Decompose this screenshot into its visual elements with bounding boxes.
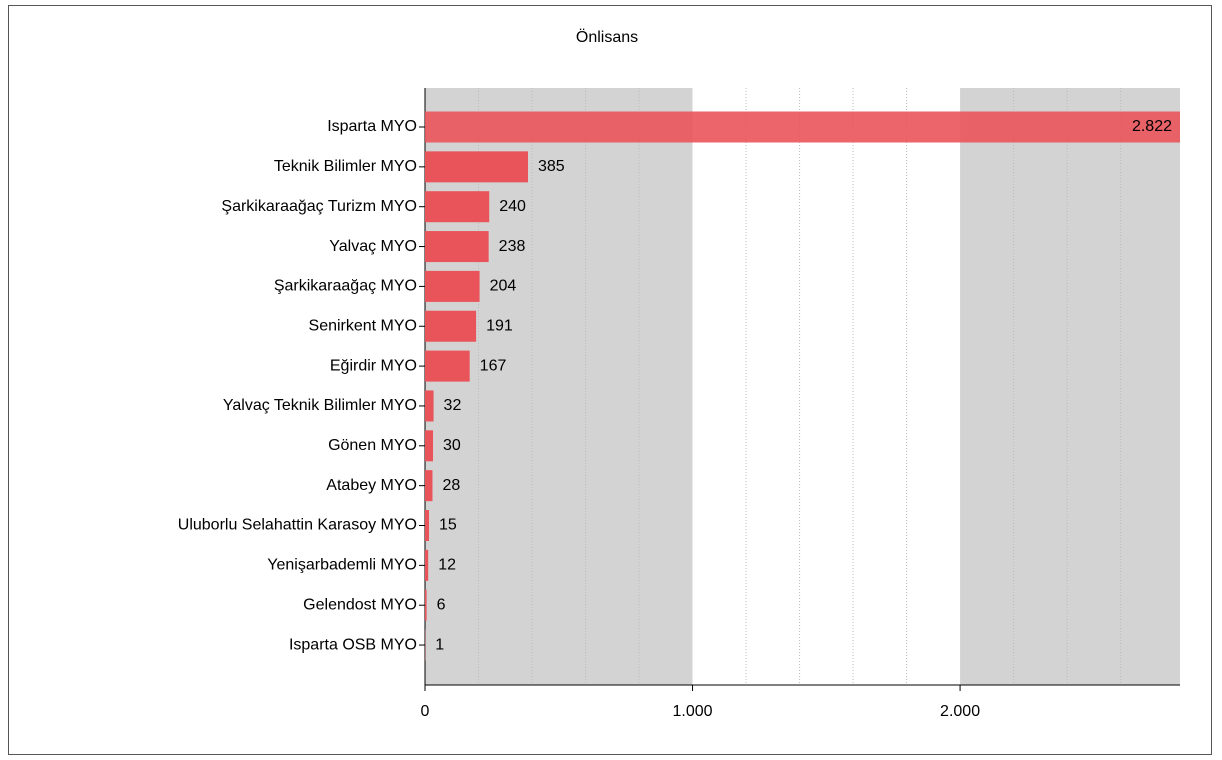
bar xyxy=(425,231,489,263)
band xyxy=(692,88,961,685)
bar xyxy=(425,111,1180,143)
y-tick-label: Isparta MYO xyxy=(327,118,417,135)
value-label: 191 xyxy=(486,317,513,334)
y-tick-label: Yenişarbademli MYO xyxy=(267,557,417,574)
value-label: 2.822 xyxy=(1132,118,1172,135)
value-label: 30 xyxy=(443,437,461,454)
bar xyxy=(425,510,430,541)
value-label: 32 xyxy=(444,397,462,414)
value-label: 1 xyxy=(435,636,444,653)
value-label: 12 xyxy=(438,557,456,574)
value-label: 238 xyxy=(499,238,526,255)
bar xyxy=(425,270,480,302)
y-tick-label: Gönen MYO xyxy=(328,437,417,454)
value-label: 28 xyxy=(442,477,460,494)
value-label: 6 xyxy=(437,596,446,613)
x-tick-label: 0 xyxy=(421,703,430,720)
y-tick-label: Teknik Bilimler MYO xyxy=(274,158,417,175)
y-tick-label: Uluborlu Selahattin Karasoy MYO xyxy=(178,517,417,534)
value-label: 204 xyxy=(490,278,517,295)
x-tick-label: 1.000 xyxy=(673,703,713,720)
bar xyxy=(425,430,434,462)
band xyxy=(960,88,1180,685)
chart-title: Önlisans xyxy=(576,28,638,46)
bar xyxy=(425,589,427,621)
bar xyxy=(425,191,490,223)
y-tick-label: Şarkikaraağaç MYO xyxy=(274,278,417,295)
y-tick-label: Yalvaç MYO xyxy=(329,238,417,255)
y-tick-label: Atabey MYO xyxy=(326,477,417,494)
bar xyxy=(425,350,470,382)
value-label: 240 xyxy=(499,198,526,215)
value-label: 15 xyxy=(439,517,457,534)
y-tick-label: Senirkent MYO xyxy=(309,317,417,334)
y-tick-label: Gelendost MYO xyxy=(303,596,417,613)
band xyxy=(425,88,693,685)
bar xyxy=(425,470,433,502)
y-tick-label: Şarkikaraağaç Turizm MYO xyxy=(221,198,417,215)
value-label: 167 xyxy=(480,357,507,374)
bar xyxy=(425,151,529,183)
y-tick-label: Yalvaç Teknik Bilimler MYO xyxy=(223,397,417,414)
x-tick-label: 2.000 xyxy=(940,703,980,720)
bar xyxy=(425,549,429,581)
y-tick-label: Isparta OSB MYO xyxy=(289,636,417,653)
bar xyxy=(425,390,434,422)
value-label: 385 xyxy=(538,158,565,175)
bar xyxy=(425,310,477,342)
y-tick-label: Eğirdir MYO xyxy=(330,357,417,374)
